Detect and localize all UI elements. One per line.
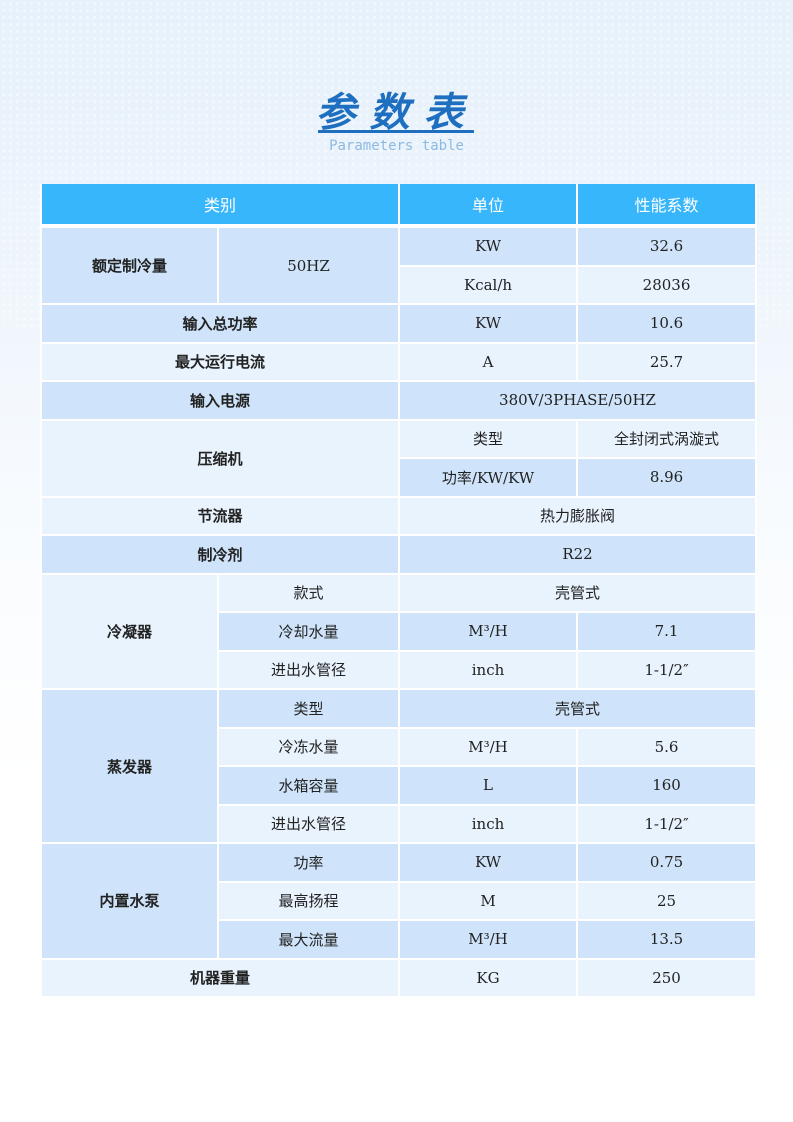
table-row: 冷凝器 款式 壳管式 bbox=[40, 572, 758, 690]
table-cell: L bbox=[398, 765, 579, 806]
column-header: 单位 bbox=[398, 184, 579, 227]
table-cell: 25 bbox=[576, 880, 758, 921]
table-row: 蒸发器 类型 壳管式 bbox=[40, 688, 758, 844]
category-cell: 制冷剂 bbox=[39, 534, 401, 575]
table-cell: 壳管式 bbox=[398, 688, 758, 729]
table-cell: 冷却水量 bbox=[216, 611, 401, 652]
table-cell: 热力膨胀阀 bbox=[398, 495, 758, 536]
table-row: 最大流量 M³/H 13.5 bbox=[41, 919, 758, 960]
table-row: Kcal/h 28036 bbox=[41, 264, 758, 305]
page-subtitle: Parameters table bbox=[329, 138, 464, 154]
category-cell: 内置水泵 bbox=[40, 842, 219, 960]
table-row: 冷却水量 M³/H 7.1 bbox=[41, 611, 758, 652]
parameters-table: 类别 单位 性能系数 额定制冷量 50HZ KW 32.6 Kcal/h 28036 输入总功率 K… bbox=[39, 184, 758, 998]
table-row: 功率/KW/KW 8.96 bbox=[41, 457, 758, 498]
table-cell: inch bbox=[398, 803, 579, 844]
category-cell: 压缩机 bbox=[39, 418, 401, 498]
table-row: 最高扬程 M 25 bbox=[41, 880, 758, 921]
page-title: 参数表 bbox=[315, 89, 478, 136]
table-cell: inch bbox=[398, 649, 579, 690]
table-cell: 1-1/2″ bbox=[576, 649, 758, 690]
table-cell: Kcal/h bbox=[398, 264, 579, 305]
table-row: 输入电源 380V/3PHASE/50HZ bbox=[39, 380, 758, 421]
table-cell: 28036 bbox=[576, 264, 758, 305]
table-cell: R22 bbox=[398, 534, 758, 575]
table-cell: 全封闭式涡漩式 bbox=[576, 418, 758, 459]
table-cell: KW bbox=[398, 842, 579, 883]
table-cell: 25.7 bbox=[576, 341, 758, 382]
table-row: 节流器 热力膨胀阀 bbox=[39, 495, 758, 536]
table-cell: 160 bbox=[576, 765, 758, 806]
table-cell: 0.75 bbox=[576, 842, 758, 883]
table-cell: 进出水管径 bbox=[216, 649, 401, 690]
category-cell: 机器重量 bbox=[39, 957, 401, 998]
table-header-row: 类别 单位 性能系数 bbox=[39, 184, 758, 227]
table-cell: 32.6 bbox=[576, 224, 758, 267]
table-cell: A bbox=[398, 341, 579, 382]
table-cell: 最高扬程 bbox=[216, 880, 401, 921]
table-cell: 5.6 bbox=[576, 726, 758, 767]
table-cell: 款式 bbox=[216, 572, 401, 613]
table-row: 内置水泵 功率 KW 0.75 bbox=[40, 842, 758, 960]
title-underline bbox=[318, 130, 474, 133]
table-row: 进出水管径 inch 1-1/2″ bbox=[41, 649, 758, 690]
table-cell: 7.1 bbox=[576, 611, 758, 652]
table-cell: 1-1/2″ bbox=[576, 803, 758, 844]
table-row: 进出水管径 inch 1-1/2″ bbox=[41, 803, 758, 844]
table-cell: 水箱容量 bbox=[216, 765, 401, 806]
table-cell: M bbox=[398, 880, 579, 921]
table-cell: 功率 bbox=[216, 842, 401, 883]
table-cell: KG bbox=[398, 957, 579, 998]
table-cell: 类型 bbox=[216, 688, 401, 729]
category-cell: 输入总功率 bbox=[39, 303, 401, 344]
table-cell: 13.5 bbox=[576, 919, 758, 960]
table-row: 制冷剂 R22 bbox=[39, 534, 758, 575]
category-cell: 节流器 bbox=[39, 495, 401, 536]
category-cell: 额定制冷量 bbox=[40, 224, 219, 305]
table-row: 机器重量 KG 250 bbox=[39, 957, 758, 998]
table-cell: KW bbox=[398, 224, 579, 267]
table-cell: 8.96 bbox=[576, 457, 758, 498]
table-cell: 壳管式 bbox=[398, 572, 758, 613]
table-cell: 50HZ bbox=[216, 224, 401, 305]
column-header: 性能系数 bbox=[576, 184, 758, 227]
table-row: 输入总功率 KW 10.6 bbox=[39, 303, 758, 344]
category-cell: 输入电源 bbox=[39, 380, 401, 421]
table-cell: 类型 bbox=[398, 418, 579, 459]
table-row: 最大运行电流 A 25.7 bbox=[39, 341, 758, 382]
table-row: 压缩机 类型 全封闭式涡漩式 bbox=[39, 418, 758, 498]
table-cell: 380V/3PHASE/50HZ bbox=[398, 380, 758, 421]
table-cell: 最大流量 bbox=[216, 919, 401, 960]
table-cell: 功率/KW/KW bbox=[398, 457, 579, 498]
table-cell: 250 bbox=[576, 957, 758, 998]
table-cell: M³/H bbox=[398, 726, 579, 767]
table-row: 额定制冷量 50HZ KW 32.6 bbox=[40, 224, 758, 305]
table-row: 冷冻水量 M³/H 5.6 bbox=[41, 726, 758, 767]
table-cell: 10.6 bbox=[576, 303, 758, 344]
table-cell: M³/H bbox=[398, 611, 579, 652]
column-header: 类别 bbox=[39, 184, 401, 227]
category-cell: 蒸发器 bbox=[40, 688, 219, 844]
table-cell: M³/H bbox=[398, 919, 579, 960]
category-cell: 最大运行电流 bbox=[39, 341, 401, 382]
table-cell: 冷冻水量 bbox=[216, 726, 401, 767]
table-cell: KW bbox=[398, 303, 579, 344]
category-cell: 冷凝器 bbox=[40, 572, 219, 690]
table-cell: 进出水管径 bbox=[216, 803, 401, 844]
table-row: 水箱容量 L 160 bbox=[41, 765, 758, 806]
